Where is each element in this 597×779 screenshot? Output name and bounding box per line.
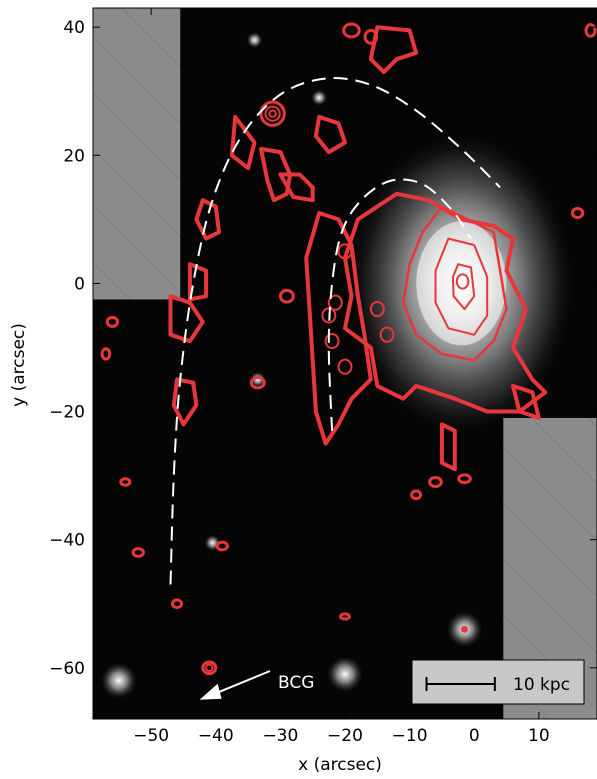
knot-contour	[337, 358, 353, 375]
compact-contour	[363, 28, 379, 45]
knot-contour	[259, 100, 286, 127]
point-source-marker	[461, 625, 469, 633]
x-tick-label: −40	[198, 726, 234, 746]
x-tick-label: −10	[392, 726, 428, 746]
y-tick-label: −40	[49, 531, 85, 551]
compact-contour	[584, 23, 597, 38]
filament-contour	[313, 114, 347, 155]
filament-contour	[168, 294, 205, 344]
x-axis-title: x (arcsec)	[298, 755, 382, 775]
bcg-label: BCG	[278, 673, 314, 693]
arc-layer	[169, 77, 501, 585]
knot-contour	[264, 105, 281, 122]
compact-contour	[201, 660, 218, 676]
compact-contour	[170, 598, 184, 610]
compact-contour	[119, 477, 132, 487]
compact-contour	[439, 422, 457, 472]
compact-contour	[205, 663, 214, 672]
point-source	[246, 32, 263, 49]
galaxy-contour	[401, 205, 508, 362]
compact-contour	[278, 288, 295, 304]
galaxy-core-contour	[455, 273, 470, 290]
y-tick-label: −60	[49, 659, 85, 679]
compact-contour	[410, 489, 423, 501]
bcg-arrow-head	[199, 683, 222, 700]
dashed-arc-inner	[327, 178, 472, 431]
filament-contour	[194, 198, 221, 241]
compact-contour	[131, 547, 145, 558]
galaxy-contour	[434, 237, 489, 336]
compact-contour	[249, 376, 266, 390]
compact-contour	[100, 347, 112, 361]
knot-contour	[268, 109, 277, 118]
point-source	[249, 371, 266, 388]
point-source	[311, 89, 328, 106]
scale-bar-label: 10 kpc	[513, 675, 570, 695]
filament-contour	[171, 377, 199, 427]
compact-contour	[215, 540, 229, 552]
compact-contour	[105, 315, 120, 328]
x-tick-label: −20	[327, 726, 363, 746]
compact-contour	[428, 475, 443, 489]
filament-contour	[368, 25, 419, 75]
galaxy-core	[416, 221, 507, 346]
knot-contour	[327, 294, 343, 311]
compact-contour	[511, 383, 541, 420]
compact-contour	[342, 22, 361, 39]
tail-contour	[304, 211, 373, 446]
filament-contour	[278, 172, 315, 203]
y-axis-title: y (arcsec)	[9, 323, 29, 407]
filament-contour	[229, 114, 257, 171]
galaxy-outer-contour	[343, 191, 548, 414]
point-source	[327, 656, 363, 693]
y-tick-label: 0	[74, 274, 85, 294]
knot-contour	[369, 300, 385, 318]
scale-bar-box	[411, 659, 585, 705]
compact-contour	[570, 206, 585, 219]
point-source	[100, 662, 137, 699]
masked-region	[93, 8, 181, 300]
y-tick-label: 20	[63, 146, 85, 166]
dashed-arc-outer	[169, 77, 501, 585]
compact-contour	[457, 473, 472, 485]
filament-contour	[259, 146, 293, 203]
y-axis: −60 −40 −20 0 20 40	[49, 18, 597, 679]
knot-contour	[379, 326, 395, 343]
y-tick-label: 40	[63, 18, 85, 38]
contour-layer	[100, 22, 597, 676]
x-tick-label: −50	[133, 726, 169, 746]
knot-contour	[321, 307, 337, 324]
x-tick-label: −30	[262, 726, 298, 746]
galaxy-contour	[451, 263, 476, 311]
x-tick-label: 0	[469, 726, 480, 746]
compact-contour	[338, 612, 352, 621]
filament-contour	[187, 262, 209, 302]
x-tick-label: 10	[528, 726, 550, 746]
x-axis: −50 −40 −30 −20 −10 0 10	[133, 8, 550, 746]
knot-contour	[324, 332, 340, 350]
y-tick-label: −20	[49, 403, 85, 423]
annotation-layer: BCG 10 kpc	[199, 659, 585, 705]
knot-contour	[337, 243, 353, 260]
